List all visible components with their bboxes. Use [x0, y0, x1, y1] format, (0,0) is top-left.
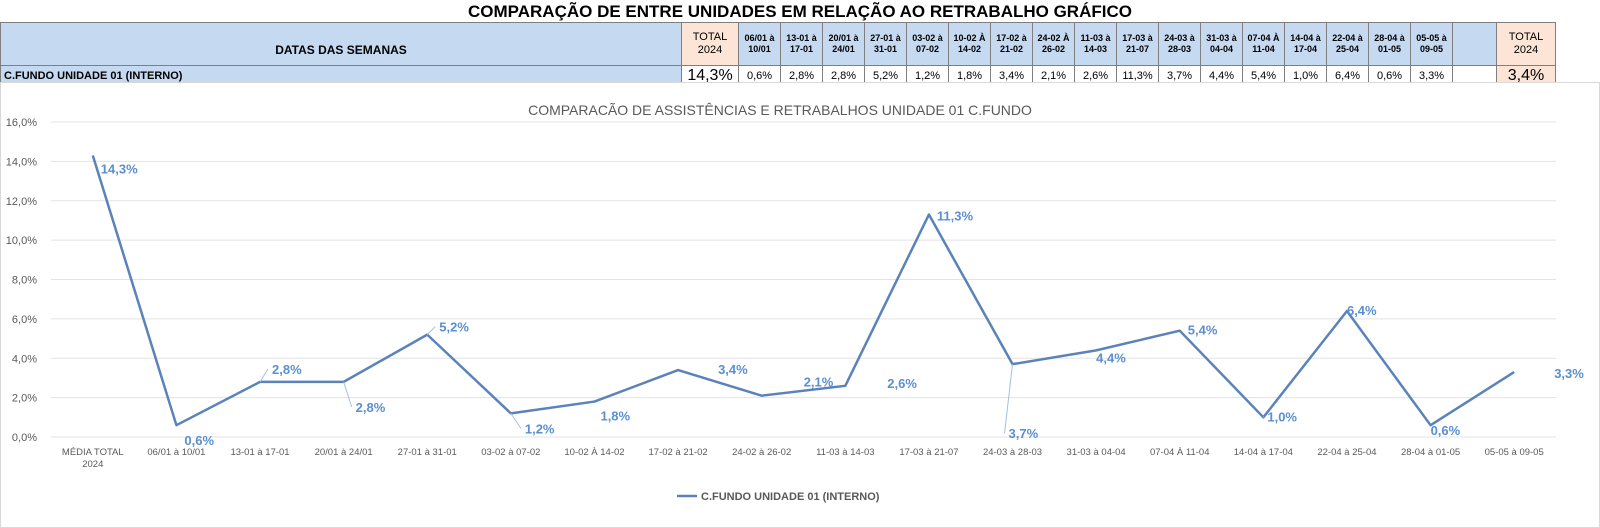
- data-label: 1,2%: [525, 421, 555, 436]
- x-tick-label: 22-04 à 25-04: [1317, 447, 1376, 458]
- data-label: 1,8%: [600, 409, 630, 424]
- y-tick-label: 8,0%: [12, 275, 37, 287]
- data-label: 5,2%: [439, 320, 469, 335]
- week-header: 31-03 à 04-04: [1200, 22, 1243, 66]
- spacer-cell: [1452, 22, 1497, 66]
- week-value: 1,0%: [1284, 65, 1327, 87]
- data-label: 3,4%: [718, 362, 748, 377]
- week-header: 03-02 à 07-02: [906, 22, 949, 66]
- summary-table: DATAS DAS SEMANAS TOTAL 2024 06/01 à 10/01…: [0, 22, 1556, 87]
- series-line: [91, 155, 1515, 427]
- total-2024-value: 14,3%: [681, 65, 739, 87]
- chart-canvas: COMPARACÃO DE ASSISTÊNCIAS E RETRABALHOS…: [6, 102, 1584, 503]
- data-label: 0,6%: [184, 433, 214, 448]
- y-tick-label: 4,0%: [12, 353, 37, 365]
- data-label: 14,3%: [101, 161, 138, 176]
- chart-title: COMPARACÃO DE ASSISTÊNCIAS E RETRABALHOS…: [528, 102, 1032, 118]
- label-leader-line: [1004, 364, 1014, 434]
- x-tick-label: 24-03 à 28-03: [983, 447, 1042, 458]
- data-label: 6,4%: [1347, 303, 1377, 318]
- week-header: 10-02 À 14-02: [948, 22, 991, 66]
- y-tick-label: 0,0%: [12, 432, 37, 444]
- label-leader-line: [426, 326, 436, 335]
- label-leader-line: [510, 413, 522, 429]
- week-header: 17-03 à 21-07: [1116, 22, 1159, 66]
- total-2024-header: TOTAL 2024: [681, 22, 739, 66]
- week-header: 27-01 à 31-01: [864, 22, 907, 66]
- week-value: 3,4%: [990, 65, 1033, 87]
- data-label: 2,8%: [356, 400, 386, 415]
- data-label: 3,7%: [1009, 426, 1039, 441]
- week-value: 5,4%: [1242, 65, 1285, 87]
- x-tick-label: 27-01 à 31-01: [398, 447, 457, 458]
- week-value: 5,2%: [864, 65, 907, 87]
- y-tick-label: 2,0%: [12, 393, 37, 405]
- week-value: 4,4%: [1200, 65, 1243, 87]
- week-value: 6,4%: [1326, 65, 1369, 87]
- data-label: 5,4%: [1188, 323, 1218, 338]
- week-value: 3,7%: [1158, 65, 1201, 87]
- week-header: 22-04 à 25-04: [1326, 22, 1369, 66]
- x-tick-label: 11-03 à 14-03: [816, 447, 874, 458]
- week-header: 05-05 à 09-05: [1410, 22, 1453, 66]
- line-chart: COMPARACÃO DE ASSISTÊNCIAS E RETRABALHOS…: [0, 82, 1600, 528]
- week-header: 07-04 À 11-04: [1242, 22, 1285, 66]
- x-tick-label: 06/01 à 10/01: [147, 447, 205, 458]
- data-label: 1,0%: [1267, 409, 1297, 424]
- y-tick-label: 16,0%: [6, 117, 37, 129]
- week-header: 06/01 à 10/01: [738, 22, 781, 66]
- week-value: 2,8%: [822, 65, 865, 87]
- x-tick-label: 28-04 à 01-05: [1401, 447, 1460, 458]
- week-header: 24-02 À 26-02: [1032, 22, 1075, 66]
- x-tick-label: 05-05 à 09-05: [1485, 447, 1544, 458]
- x-tick-label: 17-02 à 21-02: [648, 447, 707, 458]
- x-tick-label: 31-03 à 04-04: [1067, 447, 1126, 458]
- label-leader-line: [343, 381, 353, 408]
- x-tick-label: 20/01 à 24/01: [315, 447, 373, 458]
- week-header: 14-04 à 17-04: [1284, 22, 1327, 66]
- week-value: 0,6%: [1368, 65, 1411, 87]
- data-label: 4,4%: [1096, 350, 1126, 365]
- x-tick-label: 14-04 à 17-04: [1234, 447, 1293, 458]
- week-header: 11-03 à 14-03: [1074, 22, 1117, 66]
- y-tick-label: 12,0%: [6, 196, 37, 208]
- x-tick-label: 17-03 à 21-07: [899, 447, 958, 458]
- week-header: 20/01 à 24/01: [822, 22, 865, 66]
- x-tick-label: 24-02 à 26-02: [732, 447, 791, 458]
- data-label: 0,6%: [1431, 423, 1461, 438]
- week-header: 17-02 à 21-02: [990, 22, 1033, 66]
- y-tick-label: 14,0%: [6, 156, 37, 168]
- unit-label: C.FUNDO UNIDADE 01 (INTERNO): [0, 65, 682, 87]
- total-2024-header: TOTAL 2024: [1496, 22, 1556, 66]
- week-value: 0,6%: [738, 65, 781, 87]
- table-row: C.FUNDO UNIDADE 01 (INTERNO) 14,3% 0,6% 2…: [0, 65, 1556, 87]
- week-value: 1,2%: [906, 65, 949, 87]
- x-tick-label: 10-02 À 14-02: [564, 447, 624, 458]
- week-value: 2,6%: [1074, 65, 1117, 87]
- data-label: 2,1%: [804, 375, 834, 390]
- label-leader-line: [259, 368, 269, 383]
- x-tick-label: 13-01 à 17-01: [230, 447, 289, 458]
- data-label: 2,8%: [272, 362, 302, 377]
- week-header: 24-03 à 28-03: [1158, 22, 1201, 66]
- legend-label: C.FUNDO UNIDADE 01 (INTERNO): [701, 491, 880, 503]
- week-header: 28-04 à 01-05: [1368, 22, 1411, 66]
- data-label: 3,3%: [1554, 366, 1584, 381]
- week-value: 2,1%: [1032, 65, 1075, 87]
- table-header-row: DATAS DAS SEMANAS TOTAL 2024 06/01 à 10/01…: [0, 22, 1556, 66]
- sheet-title: COMPARAÇÃO DE ENTRE UNIDADES EM RELAÇÃO …: [468, 2, 1132, 21]
- week-dates-header: DATAS DAS SEMANAS: [0, 22, 682, 66]
- week-header: 13-01 à 17-01: [780, 22, 823, 66]
- week-value: 3,3%: [1410, 65, 1453, 87]
- data-label: 11,3%: [937, 209, 974, 224]
- y-tick-label: 6,0%: [12, 314, 37, 326]
- x-tick-label: 07-04 À 11-04: [1150, 447, 1210, 458]
- total-2024-value: 3,4%: [1496, 65, 1556, 87]
- y-tick-label: 10,0%: [6, 235, 37, 247]
- x-tick-label: 03-02 à 07-02: [481, 447, 540, 458]
- x-tick-label: MÉDIA TOTAL 2024: [62, 447, 124, 470]
- data-label: 2,6%: [887, 376, 917, 391]
